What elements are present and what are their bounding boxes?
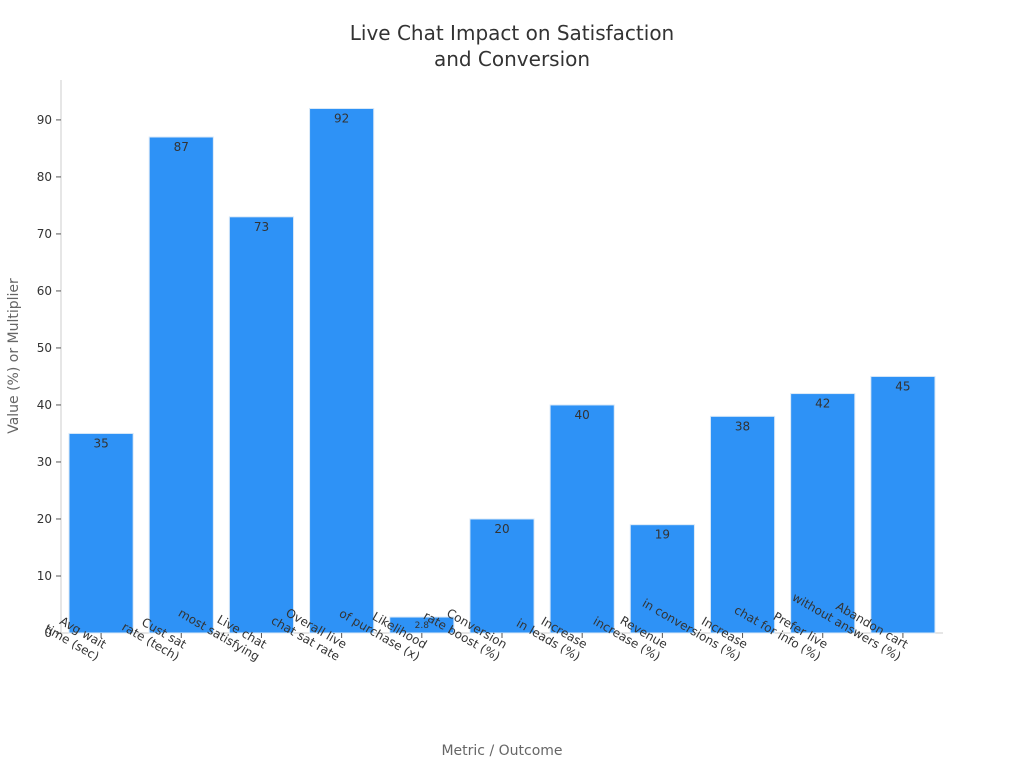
y-tick-label: 10 <box>37 569 52 583</box>
bar-value-label: 42 <box>815 397 830 411</box>
bar-value-label: 45 <box>895 379 910 393</box>
y-tick-label: 20 <box>37 512 52 526</box>
bar-value-label: 19 <box>655 528 670 542</box>
bar <box>469 518 535 634</box>
bar-value-label: 92 <box>334 112 349 126</box>
chart-title-line-1: Live Chat Impact on Satisfaction <box>350 21 674 45</box>
bar <box>228 216 295 634</box>
bar <box>549 404 615 634</box>
bar-value-label: 73 <box>254 220 269 234</box>
y-tick-label: 90 <box>37 113 52 127</box>
y-tick-label: 80 <box>37 170 52 184</box>
bar <box>709 415 776 634</box>
bar <box>309 108 375 634</box>
y-tick-label: 30 <box>37 455 52 469</box>
bar-value-label: 40 <box>575 408 590 422</box>
bar-value-label: 38 <box>735 419 750 433</box>
bar-value-label: 20 <box>494 522 509 536</box>
bar <box>148 136 214 634</box>
bar-value-label: 87 <box>174 140 189 154</box>
y-axis-label: Value (%) or Multiplier <box>6 278 22 434</box>
bar <box>870 375 936 634</box>
y-tick-label: 40 <box>37 398 52 412</box>
chart-title-line-2: and Conversion <box>434 47 590 71</box>
y-tick-label: 50 <box>37 341 52 355</box>
bar-value-label: 2.8 <box>415 621 430 631</box>
bar-value-label: 35 <box>93 436 108 450</box>
y-tick-label: 0 <box>44 626 52 640</box>
y-tick-label: 70 <box>37 227 52 241</box>
y-tick-label: 60 <box>37 284 52 298</box>
bar <box>629 524 695 634</box>
bar <box>790 393 856 634</box>
bar <box>68 432 134 634</box>
x-axis-label: Metric / Outcome <box>441 743 562 759</box>
